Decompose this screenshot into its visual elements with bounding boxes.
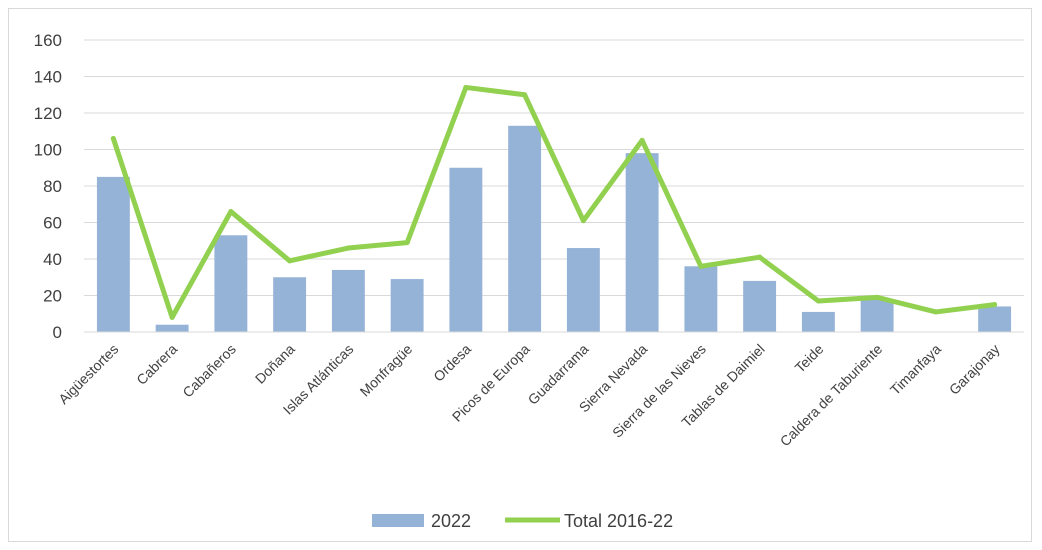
bar [508,125,542,333]
line-point [874,294,880,300]
x-tick-label: Aigüestortes [55,341,121,407]
bar [978,306,1012,332]
line-point [815,298,821,304]
legend-label-bar: 2022 [431,511,471,531]
line-point [522,92,528,98]
line-point [463,84,469,90]
y-tick-label: 160 [34,31,62,50]
line-point [757,254,763,260]
bar [96,176,130,332]
x-tick-label: Doñana [252,341,298,387]
bar-series [96,125,1012,333]
y-tick-label: 100 [34,141,62,160]
bar [390,279,424,332]
line-point [580,218,586,224]
bar [566,248,600,332]
bar [214,235,248,332]
y-axis: 0 20 40 60 80 100 120 140 160 [34,31,62,342]
y-tick-label: 20 [43,287,62,306]
bar [449,167,483,332]
bar [743,280,777,332]
y-tick-label: 40 [43,250,62,269]
line-point [933,309,939,315]
x-tick-label: Cabañeros [179,341,239,401]
legend: 2022 Total 2016-22 [372,511,673,531]
x-tick-label: Caldera de Taburiente [777,341,886,450]
line-point [698,263,704,269]
bar [860,299,894,332]
bar [273,277,307,332]
y-tick-label: 80 [43,177,62,196]
legend-swatch-bar [372,514,424,527]
y-tick-label: 120 [34,104,62,123]
line-point [169,314,175,320]
y-tick-label: 60 [43,214,62,233]
x-tick-label: Monfragüe [357,341,416,400]
x-tick-label: Timanfaya [887,341,944,398]
x-tick-label: Garajonay [946,341,1003,398]
line-point [287,258,293,264]
y-tick-label: 0 [53,323,62,342]
bar [155,324,189,332]
line-point [345,245,351,251]
line-point [404,240,410,246]
bar [801,311,835,332]
bar [331,269,365,332]
bar [625,153,659,332]
x-tick-label: Ordesa [430,341,474,385]
line-point [992,302,998,308]
series-line [110,84,998,320]
line-point [228,209,234,215]
line-point [110,136,116,142]
line-series [110,84,998,320]
line-point [639,137,645,143]
y-tick-label: 140 [34,68,62,87]
legend-label-line: Total 2016-22 [564,511,673,531]
bar [684,266,718,332]
x-tick-label: Cabrera [133,341,180,388]
x-tick-label: Teide [792,341,827,376]
